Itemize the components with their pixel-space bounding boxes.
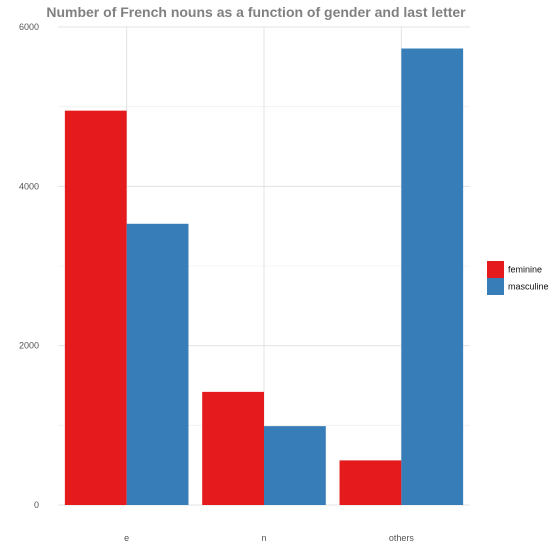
legend: feminine masculine: [487, 261, 549, 295]
chart-title: Number of French nouns as a function of …: [46, 4, 466, 20]
bar-masculine-e: [126, 223, 189, 505]
bar-masculine-n: [264, 426, 326, 505]
bar-feminine-e: [64, 110, 127, 506]
x-tick-label: e: [124, 533, 129, 543]
x-axis: e n others: [124, 533, 414, 543]
bar-feminine-n: [202, 391, 264, 505]
bar-feminine-others: [339, 460, 402, 505]
bar-group: [64, 48, 464, 506]
y-tick-label: 2000: [19, 341, 39, 351]
y-tick-label: 6000: [19, 22, 39, 32]
y-tick-label: 0: [34, 500, 39, 510]
bar-masculine-others: [401, 48, 464, 505]
legend-swatch-feminine: [487, 261, 504, 278]
legend-label-feminine: feminine: [508, 265, 542, 275]
legend-swatch-masculine: [487, 278, 504, 295]
x-tick-label: others: [389, 533, 415, 543]
legend-label-masculine: masculine: [508, 282, 549, 292]
x-tick-label: n: [261, 533, 266, 543]
y-tick-label: 4000: [19, 181, 39, 191]
y-axis: 0 2000 4000 6000: [19, 22, 39, 510]
